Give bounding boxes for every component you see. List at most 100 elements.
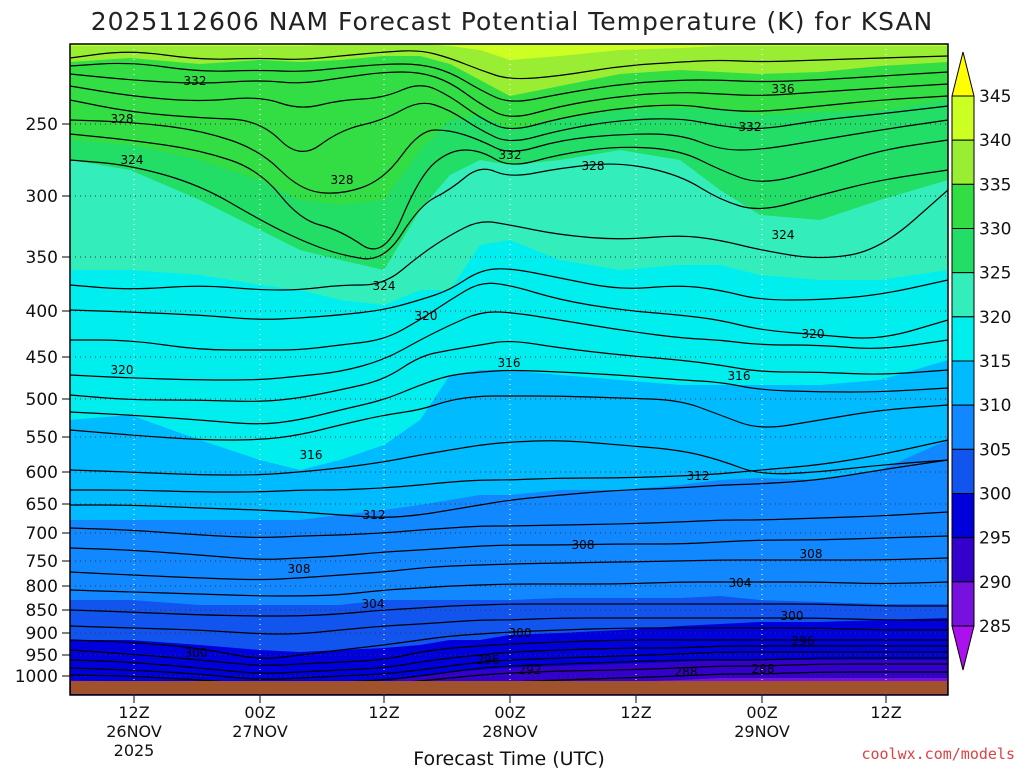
x-tick-time: 00Z [746, 703, 777, 722]
colorbar-segment [951, 448, 975, 495]
contour-line-2 [70, 71, 948, 117]
contour-line-6 [70, 133, 948, 250]
contour-label: 312 [363, 508, 386, 522]
contour-line-11 [70, 311, 948, 381]
colorbar-label: 335 [979, 175, 1011, 195]
contour-label: 324 [373, 279, 396, 293]
contour-label: 312 [687, 469, 710, 483]
contour-label: 296 [792, 634, 815, 648]
contour-label: 308 [800, 547, 823, 561]
contour-line-23 [70, 617, 948, 635]
contour-line-18 [70, 511, 948, 538]
contour-line-27 [70, 651, 948, 680]
contour-label: 304 [729, 576, 752, 590]
contour-fill-layer [70, 44, 948, 695]
x-tick-time: 00Z [244, 703, 275, 722]
colorbar-segment [951, 316, 975, 362]
y-tick-label: 250 [26, 115, 58, 135]
contour-line-8 [70, 189, 948, 291]
colorbar-label: 345 [979, 87, 1011, 107]
contour-line-3 [70, 85, 948, 130]
contour-label: 328 [111, 112, 134, 126]
chart-title: 2025112606 NAM Forecast Potential Temper… [91, 7, 934, 36]
x-axis-label: Forecast Time (UTC) [413, 748, 604, 768]
contour-label: 320 [111, 363, 134, 377]
y-tick-label: 500 [26, 390, 58, 410]
y-tick-label: 950 [26, 646, 58, 666]
contour-label: 332 [184, 74, 207, 88]
contour-line-12 [70, 340, 948, 402]
colorbar-segment [951, 360, 975, 406]
colorbar-top-arrow [951, 51, 975, 97]
contour-line-10 [70, 282, 948, 351]
y-tick-label: 900 [26, 624, 58, 644]
contour-label: 336 [772, 82, 795, 96]
colorbar-label: 295 [979, 529, 1011, 549]
contour-line-22 [70, 603, 948, 617]
y-tick-label: 1000 [15, 667, 58, 687]
y-tick-label: 700 [26, 524, 58, 544]
plot-frame [69, 43, 949, 696]
contour-line-14 [70, 395, 948, 441]
colorbar-segment [951, 493, 975, 539]
contour-line-20 [70, 557, 948, 581]
y-axis: 250 300 350 400 450 500 550 600 650 700 750 800 850 9… [15, 115, 70, 687]
contour-line-0 [70, 50, 948, 80]
colorbar-segment [951, 581, 975, 627]
contour-label: 288 [675, 665, 698, 679]
colorbar-segment [951, 228, 975, 274]
contour-line-26 [70, 645, 948, 674]
contour-label: 304 [362, 597, 385, 611]
colorbar-segment [951, 95, 975, 141]
y-tick-label: 550 [26, 428, 58, 448]
contour-label: 324 [121, 153, 144, 167]
contour-line-15 [70, 440, 948, 476]
colorbar-label: 320 [979, 308, 1011, 328]
contour-line-4 [70, 99, 948, 152]
contour-label: 324 [772, 228, 795, 242]
x-tick-year: 2025 [114, 741, 155, 760]
colorbar-segment [951, 404, 975, 450]
x-tick-time: 12Z [870, 703, 901, 722]
colorbar-label: 305 [979, 440, 1011, 460]
colorbar-label: 325 [979, 264, 1011, 284]
x-tick-date: 28NOV [482, 722, 538, 741]
colorbar-label: 285 [979, 617, 1011, 637]
contour-line-25 [70, 639, 948, 666]
contour-label: 296 [477, 653, 500, 667]
contour-label: 292 [519, 663, 542, 677]
contour-labels: 332 328 324 328 336 332 332 328 324 324 320 320 320 3… [111, 74, 825, 679]
colorbar-segment [951, 183, 975, 229]
colorbar-label: 290 [979, 573, 1011, 593]
terrain-strip [71, 681, 947, 694]
contour-label: 300 [185, 646, 208, 660]
contour-label: 316 [498, 356, 521, 370]
colorbar-segment [951, 139, 975, 185]
colorbar-segment [951, 537, 975, 583]
y-tick-label: 450 [26, 348, 58, 368]
contour-label: 308 [572, 538, 595, 552]
colorbar-bottom-arrow [951, 625, 975, 671]
x-tick-date: 29NOV [734, 722, 790, 741]
y-tick-label: 350 [26, 248, 58, 268]
contour-line-5 [70, 119, 948, 194]
contour-label: 328 [582, 159, 605, 173]
colorbar-label: 315 [979, 352, 1011, 372]
colorbar-label: 310 [979, 396, 1011, 416]
contour-line-19 [70, 535, 948, 560]
contour-label: 328 [331, 173, 354, 187]
y-tick-label: 400 [26, 302, 58, 322]
y-tick-label: 600 [26, 463, 58, 483]
contour-label: 332 [739, 120, 762, 134]
contour-lines [70, 50, 948, 693]
x-tick-time: 00Z [494, 703, 525, 722]
contour-label: 288 [752, 662, 775, 676]
colorbar: 345 340 335 330 325 320 315 310 305 300 295 290 285 [951, 51, 1011, 671]
contour-label: 300 [509, 626, 532, 640]
contour-label: 316 [300, 448, 323, 462]
colorbar-label: 340 [979, 131, 1011, 151]
y-tick-label: 850 [26, 601, 58, 621]
contour-label: 332 [499, 148, 522, 162]
